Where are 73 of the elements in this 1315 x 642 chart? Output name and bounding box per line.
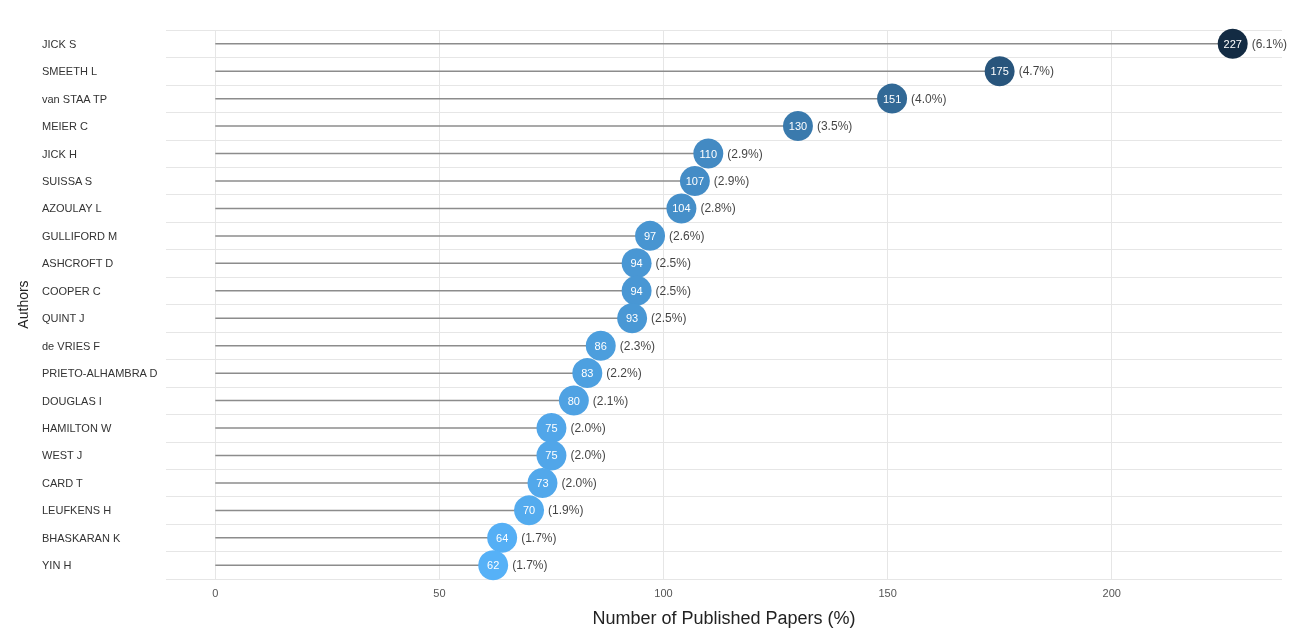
annotation: (2.3%) xyxy=(619,338,656,353)
data-label: 70 xyxy=(522,504,536,517)
data-label: 227 xyxy=(1223,37,1242,50)
annotation: (1.7%) xyxy=(521,530,557,545)
data-label: 175 xyxy=(990,65,1009,78)
y-tick-label: JICK S xyxy=(42,37,77,50)
data-label: 97 xyxy=(643,229,657,242)
y-tick-label: CARD T xyxy=(42,476,84,489)
x-axis-title: Number of Published Papers (%) xyxy=(592,608,856,628)
data-label: 94 xyxy=(630,257,643,270)
x-tick-label: 200 xyxy=(1102,586,1121,599)
annotation: (4.7%) xyxy=(1018,64,1054,79)
x-tick-label: 150 xyxy=(878,586,897,599)
annotation: (2.0%) xyxy=(570,448,606,463)
data-label: 75 xyxy=(545,449,558,462)
annotation: (2.9%) xyxy=(713,173,750,188)
data-label: 107 xyxy=(685,174,705,187)
data-label: 94 xyxy=(630,284,643,297)
data-label: 64 xyxy=(496,531,509,544)
x-tick-label: 50 xyxy=(433,586,446,599)
y-axis-title: Authors xyxy=(15,280,31,329)
y-tick-label: AZOULAY L xyxy=(42,202,102,215)
point xyxy=(487,522,518,553)
y-tick-label: LEUFKENS H xyxy=(42,504,112,517)
annotation: (3.5%) xyxy=(816,119,853,134)
data-label: 151 xyxy=(882,92,902,105)
point xyxy=(478,550,509,581)
x-tick-label: 100 xyxy=(654,586,673,599)
y-tick-label: WEST J xyxy=(42,449,83,462)
annotation: (2.2%) xyxy=(606,366,642,381)
annotation: (2.1%) xyxy=(592,393,629,408)
y-tick-label: MEIER C xyxy=(42,120,88,133)
annotation: (2.9%) xyxy=(727,146,763,161)
annotation: (2.5%) xyxy=(651,311,687,326)
y-tick-label: PRIETO-ALHAMBRA D xyxy=(42,367,158,380)
point xyxy=(514,495,545,526)
data-label: 83 xyxy=(581,367,594,380)
data-label: 104 xyxy=(672,202,691,215)
data-label: 110 xyxy=(699,147,718,160)
annotation: (2.5%) xyxy=(655,256,691,271)
y-tick-label: BHASKARAN K xyxy=(42,531,121,544)
annotation: (6.1%) xyxy=(1251,36,1288,51)
x-tick-label: 0 xyxy=(212,586,219,599)
annotation: (2.5%) xyxy=(655,283,691,298)
point xyxy=(635,220,666,251)
y-tick-label: DOUGLAS I xyxy=(42,394,102,407)
point xyxy=(527,467,558,498)
y-tick-label: ASHCROFT D xyxy=(42,257,114,270)
y-tick-label: HAMILTON W xyxy=(42,422,112,435)
data-label: 86 xyxy=(594,339,607,352)
y-tick-label: YIN H xyxy=(42,559,72,572)
annotation: (2.0%) xyxy=(570,421,606,436)
data-label: 93 xyxy=(626,312,639,325)
y-tick-label: van STAA TP xyxy=(42,92,108,105)
y-tick-label: GULLIFORD M xyxy=(42,229,118,242)
data-label: 73 xyxy=(536,476,549,489)
y-tick-label: SUISSA S xyxy=(42,174,93,187)
annotation: (4.0%) xyxy=(911,91,947,106)
y-tick-label: de VRIES F xyxy=(42,339,101,352)
annotation: (2.0%) xyxy=(561,475,597,490)
annotation: (2.8%) xyxy=(700,201,736,216)
y-tick-label: SMEETH L xyxy=(42,65,98,78)
data-label: 62 xyxy=(487,559,500,572)
annotation: (2.6%) xyxy=(669,228,705,243)
annotation: (1.7%) xyxy=(512,558,548,573)
y-tick-label: QUINT J xyxy=(42,312,85,325)
data-label: 80 xyxy=(567,394,580,407)
y-tick-label: COOPER C xyxy=(42,284,101,297)
y-tick-label: JICK H xyxy=(42,147,77,160)
data-label: 130 xyxy=(788,120,808,133)
point xyxy=(536,440,567,471)
data-label: 75 xyxy=(545,422,558,435)
annotation: (1.9%) xyxy=(548,503,584,518)
